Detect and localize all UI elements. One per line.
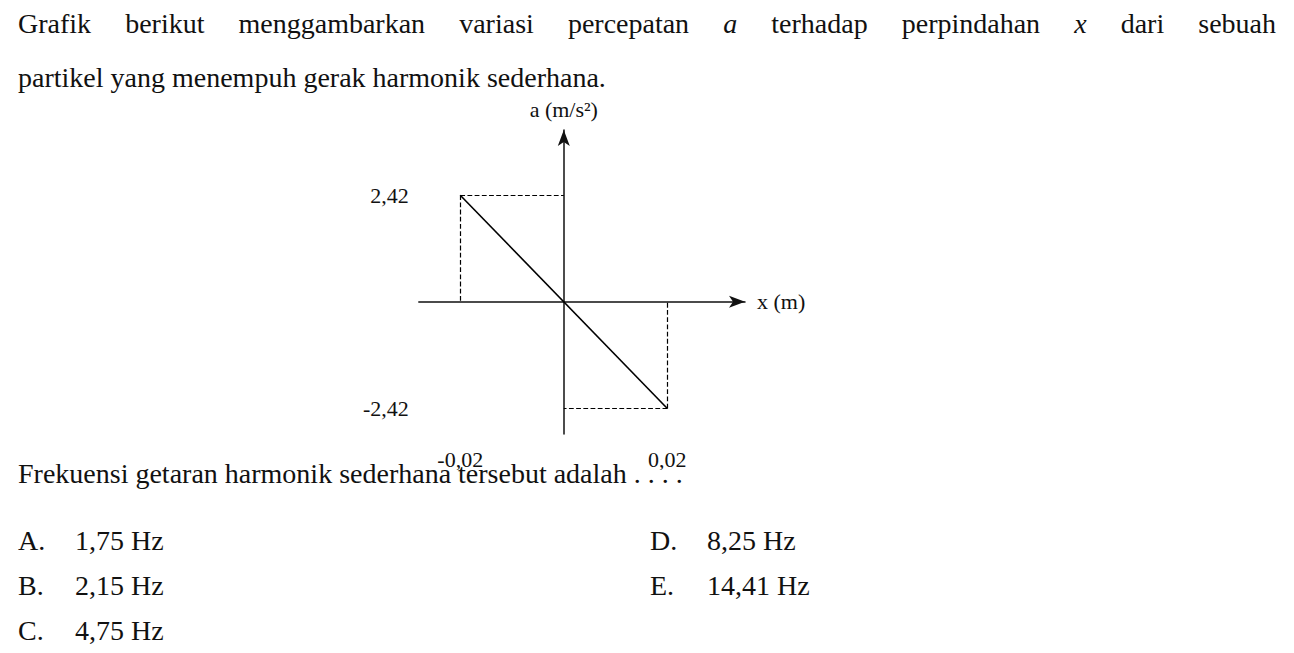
html-text:dari: dari: [1120, 8, 1165, 39]
html-text:Grafik: Grafik: [18, 8, 92, 39]
html-text:Frekuensi getaran harmonik sed: Frekuensi getaran harmonik sederhana ter…: [18, 458, 683, 489]
html-text:C.: C.: [18, 615, 44, 646]
svg-text:-2,42: -2,42: [363, 396, 409, 421]
html-text:A.: A.: [18, 525, 46, 556]
html-text:8,25 Hz: 8,25 Hz: [707, 525, 796, 556]
html-text:percepatan: percepatan: [567, 8, 690, 39]
svg-text:a (m/s²): a (m/s²): [530, 97, 598, 122]
html-text:partikel yang menempuh gerak h: partikel yang menempuh gerak harmonik se…: [18, 62, 606, 93]
html-text:E.: E.: [650, 570, 675, 601]
html-text:2,15 Hz: 2,15 Hz: [75, 570, 164, 601]
html-text:perpindahan: perpindahan: [901, 8, 1041, 39]
svg-text:x (m): x (m): [757, 289, 805, 314]
svg-text:2,42: 2,42: [370, 183, 409, 208]
html-text:D.: D.: [650, 525, 678, 556]
html-text:variasi: variasi: [459, 8, 534, 39]
html-text:14,41 Hz: 14,41 Hz: [707, 570, 810, 601]
html-text:terhadap: terhadap: [771, 8, 868, 39]
html-text:a: a: [723, 8, 738, 39]
html-text:menggambarkan: menggambarkan: [238, 8, 426, 39]
html-text:B.: B.: [18, 570, 44, 601]
html-text:4,75 Hz: 4,75 Hz: [75, 615, 164, 646]
html-text:x: x: [1074, 8, 1087, 39]
html-text:sebuah: sebuah: [1198, 8, 1276, 39]
html-text:1,75 Hz: 1,75 Hz: [75, 525, 164, 556]
html-text:berikut: berikut: [125, 8, 205, 39]
